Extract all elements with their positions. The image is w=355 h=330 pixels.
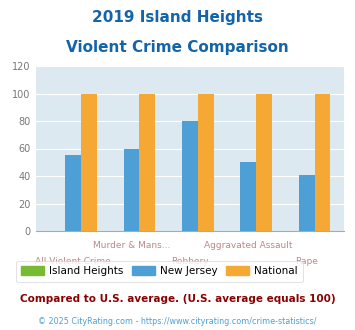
Text: 2019 Island Heights: 2019 Island Heights [92, 10, 263, 25]
Bar [124, 148, 140, 231]
Bar [256, 93, 272, 231]
Bar [182, 121, 198, 231]
Legend: Island Heights, New Jersey, National: Island Heights, New Jersey, National [16, 261, 303, 281]
Text: Rape: Rape [295, 257, 318, 266]
Text: Violent Crime Comparison: Violent Crime Comparison [66, 40, 289, 54]
Text: Robbery: Robbery [171, 257, 209, 266]
Bar [81, 93, 97, 231]
Bar [299, 175, 315, 231]
Bar [198, 93, 214, 231]
Bar [240, 162, 256, 231]
Text: Aggravated Assault: Aggravated Assault [204, 241, 293, 250]
Bar [315, 93, 330, 231]
Bar [65, 155, 81, 231]
Text: All Violent Crime: All Violent Crime [35, 257, 111, 266]
Text: Murder & Mans...: Murder & Mans... [93, 241, 170, 250]
Bar [140, 93, 155, 231]
Text: Compared to U.S. average. (U.S. average equals 100): Compared to U.S. average. (U.S. average … [20, 294, 335, 304]
Text: © 2025 CityRating.com - https://www.cityrating.com/crime-statistics/: © 2025 CityRating.com - https://www.city… [38, 317, 317, 326]
